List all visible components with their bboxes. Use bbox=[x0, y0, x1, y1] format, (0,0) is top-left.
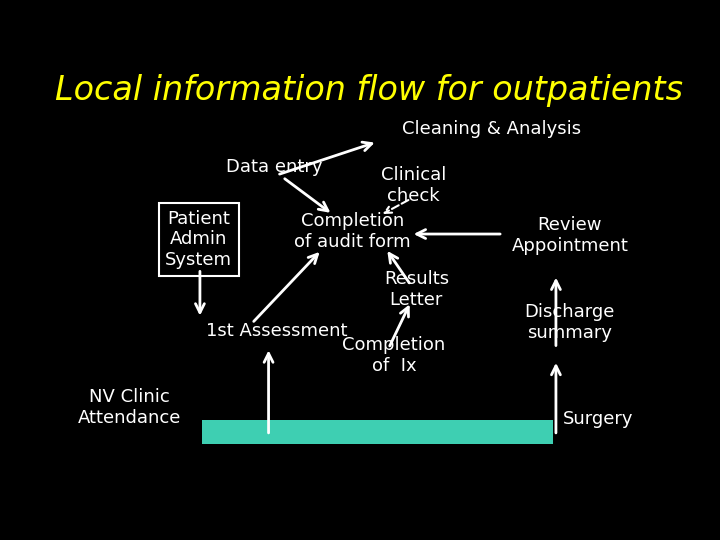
Text: Local information flow for outpatients: Local information flow for outpatients bbox=[55, 74, 683, 107]
Text: 1st Assessment: 1st Assessment bbox=[206, 322, 348, 340]
Text: Results
Letter: Results Letter bbox=[384, 270, 449, 309]
Text: Clinical
check: Clinical check bbox=[381, 166, 446, 205]
Text: NV Clinic
Attendance: NV Clinic Attendance bbox=[77, 388, 181, 427]
Text: Data entry: Data entry bbox=[226, 158, 323, 176]
Text: Completion
of audit form: Completion of audit form bbox=[294, 212, 410, 251]
Text: Discharge
summary: Discharge summary bbox=[525, 303, 615, 342]
Text: Patient
Admin
System: Patient Admin System bbox=[166, 210, 233, 269]
Text: Surgery: Surgery bbox=[562, 410, 633, 428]
Text: Review
Appointment: Review Appointment bbox=[511, 216, 629, 255]
Text: Completion
of  Ix: Completion of Ix bbox=[343, 336, 446, 375]
Text: Cleaning & Analysis: Cleaning & Analysis bbox=[402, 120, 582, 138]
Bar bbox=[202, 420, 553, 444]
